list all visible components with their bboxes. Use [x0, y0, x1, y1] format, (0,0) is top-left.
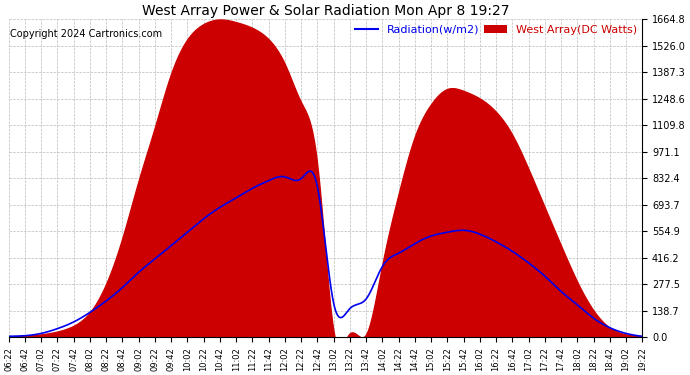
Title: West Array Power & Solar Radiation Mon Apr 8 19:27: West Array Power & Solar Radiation Mon A…	[141, 4, 509, 18]
Legend: Radiation(w/m2), West Array(DC Watts): Radiation(w/m2), West Array(DC Watts)	[355, 25, 637, 35]
Text: Copyright 2024 Cartronics.com: Copyright 2024 Cartronics.com	[10, 29, 162, 39]
